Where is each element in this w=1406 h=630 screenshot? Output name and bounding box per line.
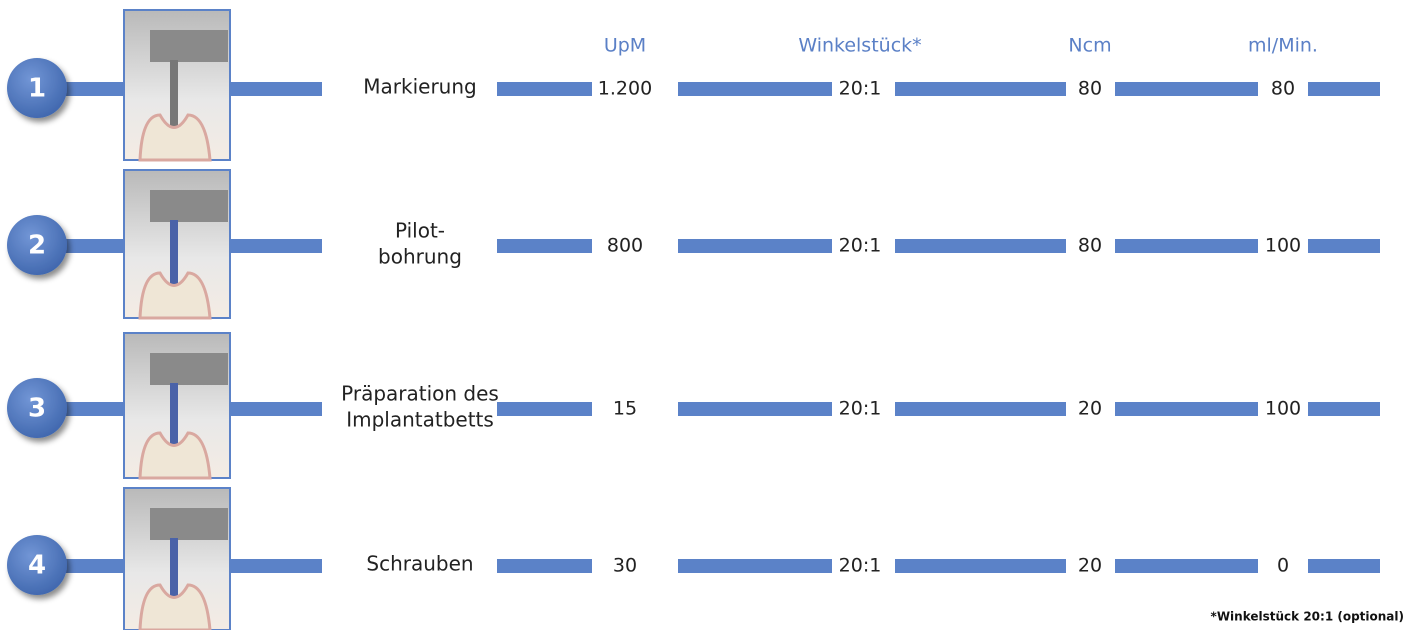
step-label: bohrung — [378, 245, 462, 269]
handpiece — [150, 508, 228, 540]
step-number: 3 — [28, 394, 46, 424]
bar — [678, 402, 832, 416]
value: 20 — [1078, 398, 1102, 420]
connector — [230, 402, 322, 416]
page: UpM Winkelstück* Ncm ml/Min. Markierung 1.20… — [0, 0, 1406, 630]
column-header: UpM — [604, 35, 646, 57]
handpiece — [150, 353, 228, 385]
step-label: Pilot- — [395, 219, 445, 243]
bar — [1115, 559, 1258, 573]
bar — [497, 82, 592, 96]
bar — [895, 402, 1066, 416]
value: 0 — [1277, 555, 1289, 577]
step-label: Implantatbetts — [346, 408, 494, 432]
value: 1.200 — [598, 78, 652, 100]
step-number: 4 — [28, 551, 46, 581]
value: 100 — [1265, 398, 1301, 420]
step-label: Schrauben — [366, 552, 473, 576]
step-number: 2 — [28, 231, 46, 261]
bar — [1308, 402, 1380, 416]
bar — [497, 402, 592, 416]
handpiece — [150, 30, 228, 62]
value: 20:1 — [839, 398, 882, 420]
bar — [1115, 239, 1258, 253]
row: Pilot-bohrung 800 20:1 80 100 2 — [7, 170, 1380, 318]
footnote: *Winkelstück 20:1 (optional) — [1211, 610, 1404, 624]
value: 20:1 — [839, 235, 882, 257]
bar — [895, 559, 1066, 573]
bar — [1308, 239, 1380, 253]
value: 80 — [1078, 235, 1102, 257]
bar — [1308, 82, 1380, 96]
connector — [230, 239, 322, 253]
bar — [1308, 559, 1380, 573]
bar — [895, 82, 1066, 96]
value: 800 — [607, 235, 643, 257]
step-number: 1 — [28, 74, 46, 104]
bar — [497, 239, 592, 253]
value: 15 — [613, 398, 637, 420]
bar — [678, 82, 832, 96]
header: UpM Winkelstück* Ncm ml/Min. — [604, 35, 1318, 57]
value: 20 — [1078, 555, 1102, 577]
value: 20:1 — [839, 78, 882, 100]
value: 20:1 — [839, 555, 882, 577]
step-label: Markierung — [363, 75, 476, 99]
column-header: Winkelstück* — [798, 35, 921, 57]
row: Schrauben 30 20:1 20 0 4 — [7, 488, 1380, 630]
handpiece — [150, 190, 228, 222]
value: 100 — [1265, 235, 1301, 257]
value: 80 — [1078, 78, 1102, 100]
bar — [895, 239, 1066, 253]
value: 30 — [613, 555, 637, 577]
column-header: ml/Min. — [1248, 35, 1318, 57]
column-header: Ncm — [1068, 35, 1111, 57]
bar — [678, 239, 832, 253]
bar — [1115, 82, 1258, 96]
value: 80 — [1271, 78, 1295, 100]
bar — [497, 559, 592, 573]
bar — [678, 559, 832, 573]
row: Markierung 1.200 20:1 80 80 1 — [7, 10, 1380, 160]
connector — [230, 82, 322, 96]
bar — [1115, 402, 1258, 416]
step-label: Präparation des — [341, 382, 499, 406]
connector — [230, 559, 322, 573]
